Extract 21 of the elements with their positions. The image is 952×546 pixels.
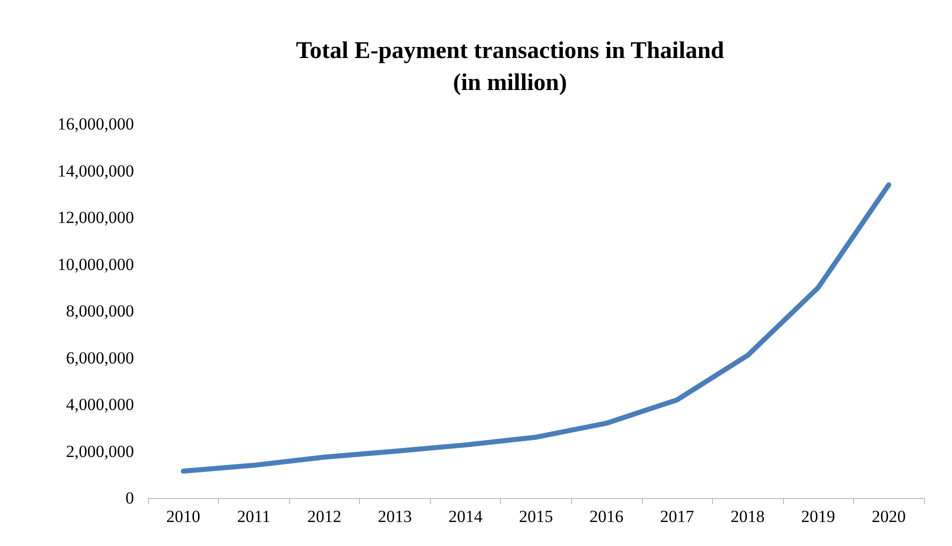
y-tick-label: 2,000,000 (66, 442, 134, 461)
y-tick-label: 4,000,000 (66, 395, 134, 414)
x-tick-label: 2012 (307, 507, 342, 526)
y-tick-label: 6,000,000 (66, 348, 134, 368)
x-tick-label: 2016 (590, 507, 624, 526)
chart-title: Total E-payment transactions in Thailand (in million) (296, 38, 725, 96)
x-tick-label: 2017 (660, 507, 695, 526)
x-tick-label: 2019 (801, 507, 836, 526)
x-tick-label: 2014 (448, 507, 483, 526)
y-tick-label: 0 (126, 488, 134, 508)
x-tick-label: 2011 (237, 507, 271, 526)
x-tick-label: 2010 (166, 507, 200, 526)
x-tick-label: 2020 (872, 507, 906, 526)
y-tick-label: 12,000,000 (58, 208, 134, 227)
y-tick-label: 10,000,000 (58, 254, 134, 274)
x-tick-label: 2015 (519, 507, 553, 526)
y-tick-label: 16,000,000 (58, 114, 134, 134)
y-tick-label: 14,000,000 (58, 161, 134, 180)
x-tick-label: 2013 (378, 507, 412, 526)
y-tick-label: 8,000,000 (66, 302, 134, 320)
x-tick-label: 2018 (730, 507, 765, 526)
